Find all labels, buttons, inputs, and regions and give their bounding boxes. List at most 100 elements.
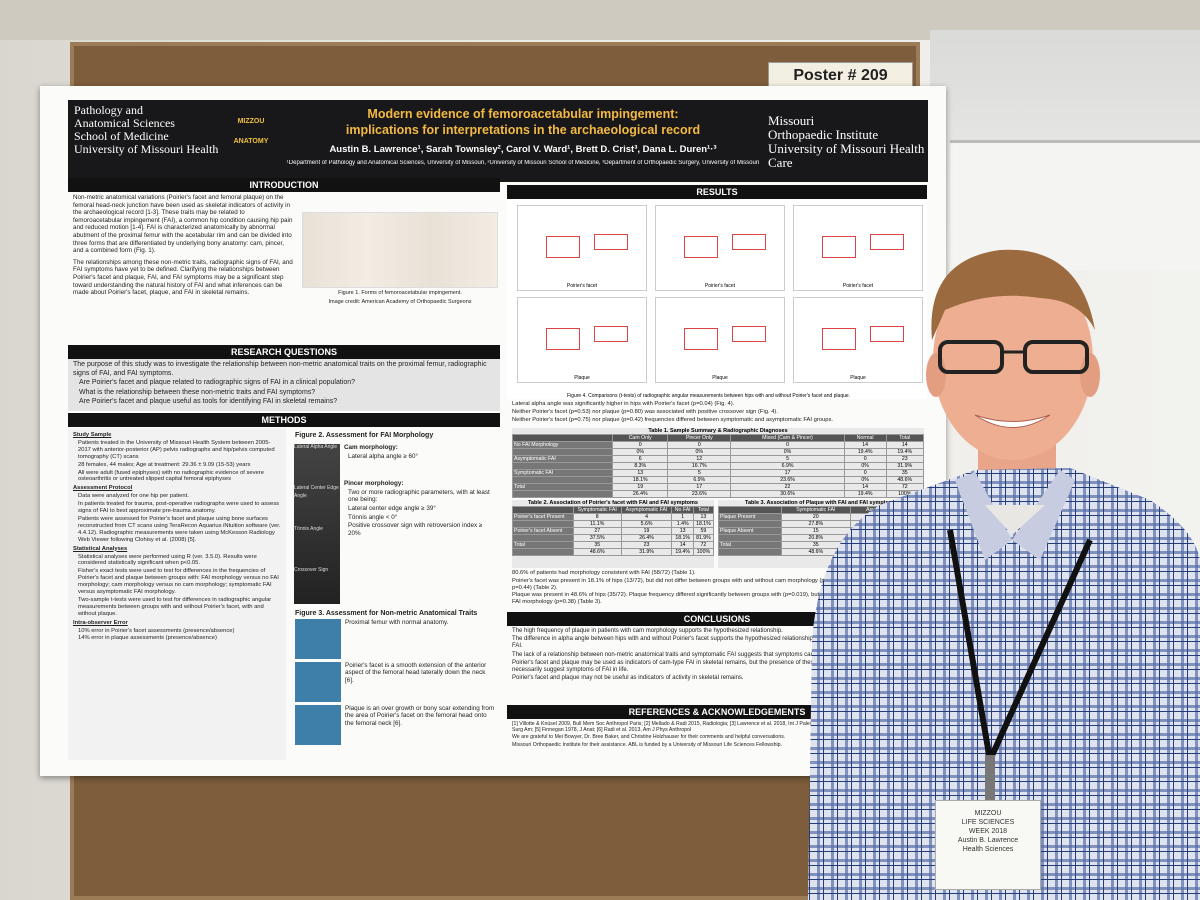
bone-photo — [295, 661, 341, 702]
table-2: Table 2. Association of Poirier's facet … — [512, 500, 714, 568]
criterion: Lateral alpha angle ≥ 60° — [348, 452, 419, 460]
section-heading: RESULTS — [507, 185, 927, 199]
trait-text: Plaque is an over growth or bony scar ex… — [345, 704, 495, 727]
caption-line: Image credit: American Academy of Orthop… — [328, 298, 472, 305]
conclusion: Poirier's facet and plaque may not be us… — [512, 675, 744, 682]
scatter-plot: Poirier's facet — [655, 205, 785, 291]
box — [870, 234, 904, 250]
reference: [1] Villotte & Knüsel 2009, Bull Mem Soc… — [512, 721, 912, 734]
box — [732, 234, 766, 250]
finding: Neither Poirier's facet (p=0.53) nor pla… — [512, 408, 778, 415]
section-heading: METHODS — [68, 413, 500, 427]
results-findings: Lateral alpha angle was significantly hi… — [507, 399, 927, 427]
figure-4: Poirier's facet Poirier's facet Poirier's … — [507, 199, 927, 399]
authors: Austin B. Lawrence¹, Sarah Townsley², Ca… — [329, 144, 717, 155]
section-heading: INTRODUCTION — [68, 178, 500, 192]
smile — [974, 414, 1051, 428]
poster-title: Modern evidence of femoroacetabular impi… — [278, 106, 768, 142]
figure-2: Figure 2. Assessment for FAI Morphology L… — [290, 430, 500, 610]
xray-label: Tönnis Angle — [294, 526, 323, 532]
hair — [931, 249, 1095, 340]
pincer-title: Pincer morphology: — [344, 480, 404, 488]
badge-line: Health Sciences — [962, 846, 1014, 853]
affiliations: ¹Department of Pathology and Anatomical … — [286, 160, 760, 166]
table-title: Table 2. Association of Poirier's facet … — [527, 500, 698, 506]
mizzou-logo: MIZZOU ANATOMY — [226, 112, 276, 162]
paragraph: Non-metric anatomical variations (Poirie… — [73, 194, 293, 255]
badge-clip — [985, 755, 995, 805]
name-badge: MIZZOU LIFE SCIENCES WEEK 2018 Austin B. La… — [935, 800, 1041, 890]
table-row: Asymptomatic FAI 6 12 5 0 23 — [512, 455, 924, 463]
bullet: Patients were assessed for Poirier's fac… — [78, 515, 281, 543]
figure-caption: Figure 4. Comparisons (t-tests) of radio… — [567, 393, 851, 399]
table-title: Table 1. Sample Summary & Radiographic D… — [648, 428, 788, 434]
research-questions: The purpose of this study was to investi… — [68, 359, 500, 411]
bullet: 14% error in plaque assessments (presenc… — [78, 635, 217, 642]
conclusion: The difference in alpha angle between hi… — [512, 636, 914, 650]
plot-label: Poirier's facet — [704, 283, 736, 289]
title-line: implications for interpretations in the … — [345, 123, 701, 137]
table-cell: 19.4% — [671, 548, 694, 556]
bone-photo — [295, 704, 341, 745]
title-line: Modern evidence of femoroacetabular impi… — [367, 107, 679, 121]
table-cell: 19.4% — [843, 490, 887, 498]
figure-1-image — [302, 212, 498, 288]
subheading: Intra-observer Error — [73, 619, 128, 626]
glasses — [1023, 340, 1089, 374]
criterion: Two or more radiographic parameters, wit… — [348, 488, 490, 504]
figure-title: Figure 3. Assessment for Non-metric Anat… — [295, 610, 478, 617]
box — [684, 328, 718, 350]
plot-label: Plaque — [850, 375, 866, 381]
box — [594, 234, 628, 250]
question: Are Poirier's facet and plaque related t… — [79, 379, 356, 386]
badge-line: WEEK 2018 — [968, 828, 1008, 835]
bullet: Two-sample t-tests were used to test for… — [78, 596, 272, 617]
reference: Missouri Orthopaedic Institute for their… — [512, 741, 782, 748]
references-text: [1] Villotte & Knüsel 2009, Bull Mem Soc… — [507, 719, 927, 763]
badge-line: MIZZOU — [974, 810, 1002, 817]
table-title: Table 3. Association of Plaque with FAI … — [745, 500, 897, 506]
finding: Neither Poirier's facet (p=0.75) nor pla… — [512, 416, 833, 423]
plot-label: Plaque — [712, 375, 728, 381]
rq-intro: The purpose of this study was to investi… — [73, 361, 487, 377]
finding: 80.6% of patients had morphology consist… — [512, 570, 696, 576]
conclusions-text: The high frequency of plaque in patients… — [507, 626, 927, 702]
xray-label: Crossover Sign — [294, 567, 329, 573]
bullet: Fisher's exact tests were used to test f… — [78, 568, 279, 596]
scatter-plot: Poirier's facet — [517, 205, 647, 291]
results-findings-2: 80.6% of patients had morphology consist… — [507, 568, 927, 612]
plot-label: Plaque — [574, 375, 590, 381]
conclusion: The high frequency of plaque in patients… — [512, 628, 783, 634]
scatter-plot: Plaque — [655, 297, 785, 383]
bullet: 10% error in Poirier's facet assessments… — [78, 627, 235, 634]
logo-line: University of Missouri Health — [74, 142, 219, 156]
finding: Plaque was present in 48.6% of hips (35/… — [512, 592, 915, 606]
xray-label: Lateral Alpha Angle — [294, 444, 338, 450]
trait-text: Proximal femur with normal anatomy. — [345, 618, 449, 626]
conclusion: The lack of a relationship between non-m… — [512, 651, 914, 658]
plot-label: Poirier's facet — [842, 283, 874, 289]
shirt — [808, 468, 1200, 900]
methods-text: Study Sample Patients treated in the Univ… — [68, 428, 286, 760]
scatter-plot: Plaque — [793, 297, 923, 383]
trait-row: Proximal femur with normal anatomy. — [295, 618, 495, 661]
box — [684, 236, 718, 258]
table-row: 26.4% 23.6% 30.6% 19.4% 100% — [512, 490, 924, 498]
figure-3: Figure 3. Assessment for Non-metric Anat… — [290, 608, 500, 758]
logo-line: MIZZOU — [237, 118, 265, 125]
undershirt — [985, 505, 1045, 535]
introduction-text: Non-metric anatomical variations (Poirie… — [68, 192, 300, 342]
box — [822, 236, 856, 258]
logo-line: University of Missouri Health Care — [768, 141, 925, 170]
box — [546, 236, 580, 258]
table-cell: 48.6% — [572, 548, 622, 556]
ear — [926, 353, 946, 397]
glasses — [938, 340, 1004, 374]
right-logo: Missouri Orthopaedic Institute University … — [768, 114, 928, 174]
bullet: Patients treated in the University of Mi… — [78, 439, 275, 460]
logo-line: Anatomical Sciences — [74, 116, 175, 130]
criterion: Lateral center edge angle ≥ 39° — [348, 504, 436, 512]
criterion: Tönnis angle < 0° — [348, 513, 398, 521]
bullet: All were adult (fused epiphyses) with no… — [78, 469, 264, 483]
